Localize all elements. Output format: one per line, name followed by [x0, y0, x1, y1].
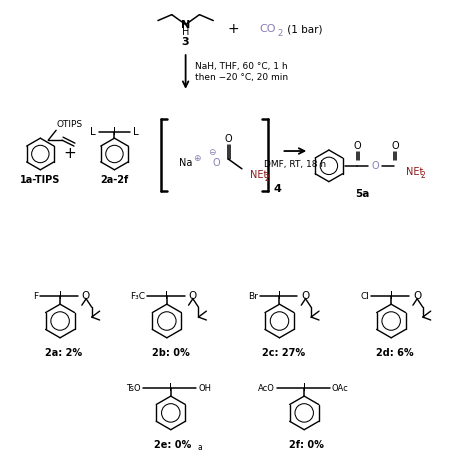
Text: N: N: [181, 19, 190, 29]
Text: 1a-TIPS: 1a-TIPS: [20, 175, 61, 185]
Text: 5a: 5a: [356, 189, 370, 199]
Text: CO: CO: [260, 25, 276, 35]
Text: I: I: [59, 292, 62, 301]
Text: 2c: 27%: 2c: 27%: [262, 347, 305, 357]
Text: OH: OH: [199, 384, 211, 392]
Text: (1 bar): (1 bar): [284, 25, 323, 35]
Text: L: L: [90, 127, 96, 137]
Text: F: F: [33, 292, 38, 301]
Text: O: O: [224, 134, 232, 144]
Text: DMF, RT, 18 h: DMF, RT, 18 h: [264, 160, 327, 169]
Text: O: O: [392, 141, 399, 151]
Text: 4: 4: [273, 183, 282, 193]
Text: ⊖: ⊖: [209, 148, 216, 157]
Text: O: O: [354, 141, 361, 151]
Text: O: O: [413, 292, 421, 301]
Text: I: I: [303, 383, 306, 393]
Text: I: I: [113, 127, 116, 137]
Text: 3: 3: [182, 37, 190, 47]
Text: +: +: [227, 22, 239, 36]
Text: 2d: 6%: 2d: 6%: [376, 347, 414, 357]
Text: 2e: 0%: 2e: 0%: [154, 439, 191, 449]
Text: ⊕: ⊕: [193, 155, 200, 164]
Text: Cl: Cl: [361, 292, 369, 301]
Text: I: I: [165, 292, 168, 301]
Text: H: H: [182, 27, 189, 37]
Text: OTIPS: OTIPS: [56, 120, 82, 129]
Text: O: O: [82, 292, 90, 301]
Text: AcO: AcO: [258, 384, 274, 392]
Text: a: a: [198, 443, 202, 452]
Text: Br: Br: [248, 292, 258, 301]
Text: 2: 2: [277, 29, 283, 38]
Text: 2b: 0%: 2b: 0%: [152, 347, 190, 357]
Text: I: I: [169, 383, 172, 393]
Text: TsO: TsO: [127, 384, 141, 392]
Text: 2a-2f: 2a-2f: [100, 175, 128, 185]
Text: F₃C: F₃C: [130, 292, 145, 301]
Text: I: I: [278, 292, 281, 301]
Text: I: I: [390, 292, 392, 301]
Text: NaH, THF, 60 °C, 1 h: NaH, THF, 60 °C, 1 h: [195, 62, 288, 71]
Text: O: O: [372, 161, 379, 171]
Text: NEt: NEt: [406, 167, 423, 177]
Text: 2: 2: [264, 174, 269, 183]
Text: 2: 2: [421, 171, 426, 180]
Text: Na: Na: [179, 158, 192, 168]
Text: 2f: 0%: 2f: 0%: [289, 439, 324, 449]
Text: then −20 °C, 20 min: then −20 °C, 20 min: [195, 73, 289, 82]
Text: O: O: [189, 292, 197, 301]
Text: NEt: NEt: [250, 170, 267, 180]
Text: 2a: 2%: 2a: 2%: [46, 347, 82, 357]
Text: O: O: [301, 292, 310, 301]
Text: L: L: [133, 127, 139, 137]
Text: O: O: [212, 158, 220, 168]
Text: OAc: OAc: [332, 384, 348, 392]
Text: +: +: [64, 146, 76, 162]
